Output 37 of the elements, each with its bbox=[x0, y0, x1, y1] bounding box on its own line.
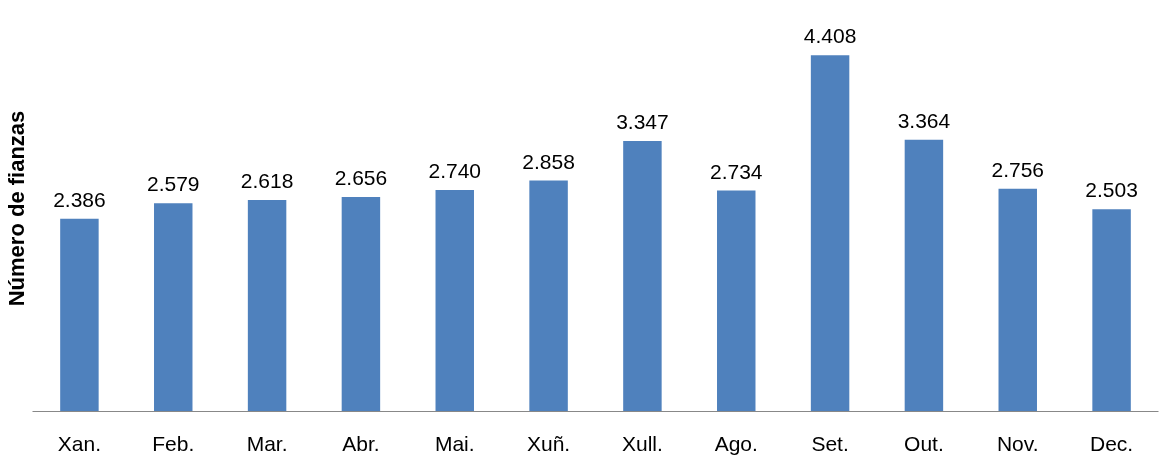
x-tick-label: Abr. bbox=[342, 431, 380, 455]
x-tick-label: Dec. bbox=[1089, 431, 1134, 455]
bar bbox=[810, 55, 850, 412]
bar bbox=[60, 218, 99, 412]
data-label: 2.503 bbox=[1085, 178, 1138, 202]
x-tick-label: Mar. bbox=[246, 431, 288, 455]
data-label: 2.656 bbox=[334, 165, 388, 189]
bar bbox=[623, 141, 662, 412]
x-tick-label: Nov. bbox=[996, 431, 1039, 455]
x-tick-label: Out. bbox=[904, 431, 944, 455]
data-label: 2.386 bbox=[53, 187, 106, 211]
y-axis-title: Número de fianzas bbox=[3, 110, 29, 307]
bar bbox=[529, 180, 568, 412]
bar bbox=[435, 190, 474, 412]
data-label: 2.734 bbox=[709, 159, 763, 183]
bar bbox=[717, 190, 756, 412]
bar bbox=[154, 203, 193, 412]
x-tick-label: Xull. bbox=[621, 431, 663, 455]
x-tick-label: Mai. bbox=[434, 431, 475, 455]
x-tick-label: Feb. bbox=[152, 431, 195, 455]
data-label: 2.740 bbox=[428, 159, 482, 183]
data-label: 3.364 bbox=[897, 108, 951, 132]
x-tick-label: Set. bbox=[811, 431, 849, 455]
bar bbox=[1092, 209, 1131, 412]
data-label: 2.756 bbox=[991, 157, 1045, 181]
x-tick-label: Xuñ. bbox=[526, 431, 571, 455]
bar bbox=[998, 188, 1037, 412]
x-tick-label: Xan. bbox=[57, 431, 102, 455]
data-label: 2.858 bbox=[522, 149, 575, 173]
data-label: 2.579 bbox=[146, 172, 200, 196]
bar bbox=[904, 139, 944, 412]
bar bbox=[341, 196, 381, 412]
x-tick-label: Ago. bbox=[714, 431, 758, 455]
data-label: 3.347 bbox=[616, 110, 669, 134]
data-label: 4.408 bbox=[803, 24, 857, 48]
data-label: 2.618 bbox=[240, 168, 294, 192]
bar bbox=[247, 199, 287, 412]
